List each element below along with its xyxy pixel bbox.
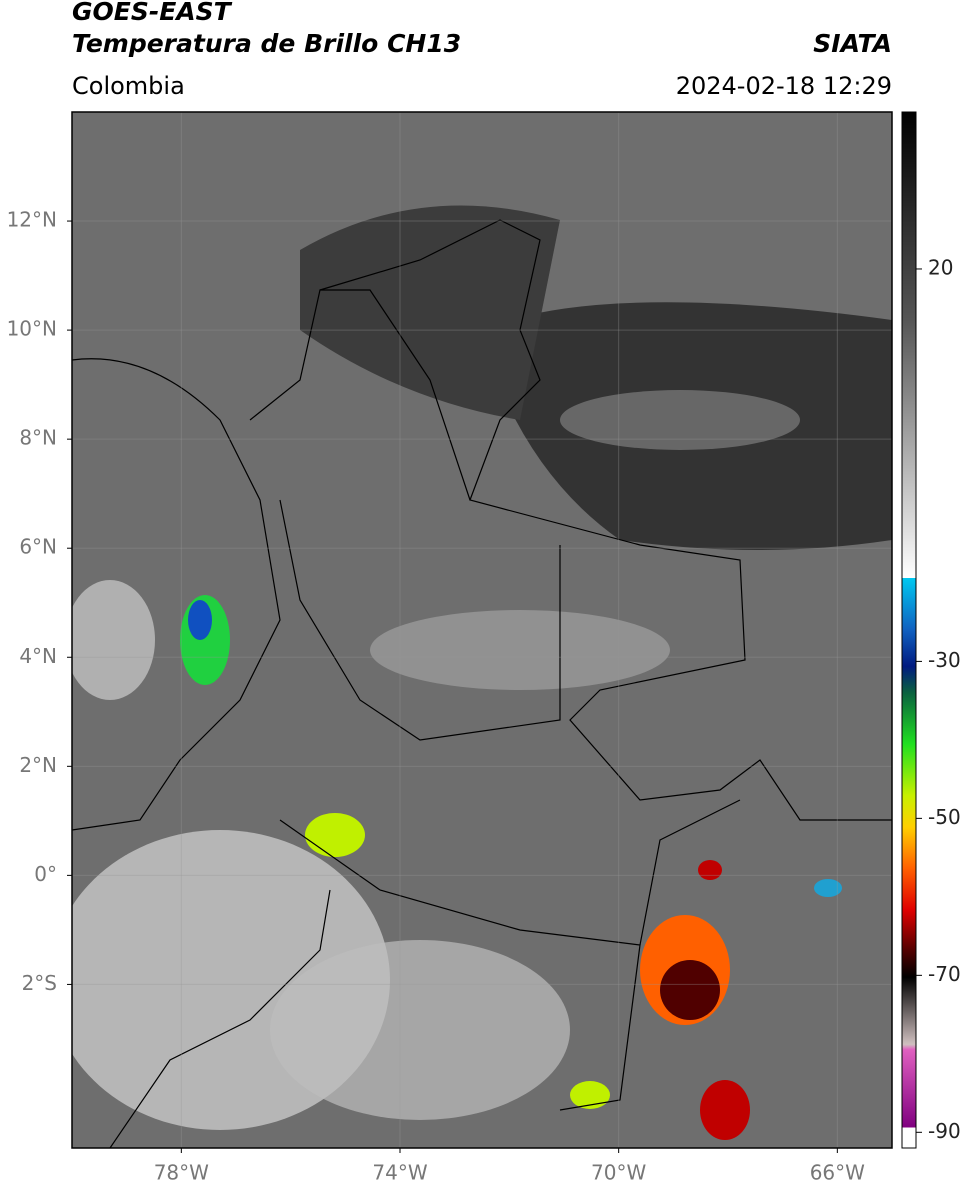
- convective-cell: [660, 960, 720, 1020]
- x-tick-label: 66°W: [810, 1161, 865, 1185]
- title: GOES-EAST: [72, 0, 233, 26]
- colorbar: [901, 111, 917, 1149]
- border: [279, 499, 561, 741]
- y-tick-label: 0°: [34, 862, 57, 886]
- convective-cell: [305, 813, 365, 857]
- convective-cell: [698, 860, 722, 880]
- convective-cell: [700, 1080, 750, 1140]
- colorbar-tick-label: -70: [928, 962, 961, 986]
- x-tick-label: 78°W: [154, 1161, 209, 1185]
- bright-cloud: [270, 940, 570, 1120]
- subtitle: Temperatura de Brillo CH13: [72, 29, 461, 58]
- colorbar-tick-label: -50: [928, 805, 961, 829]
- y-tick-label: 2°N: [19, 753, 57, 777]
- colorbar-tick-label: -90: [928, 1119, 961, 1143]
- border: [249, 289, 471, 501]
- x-tick-label: 74°W: [372, 1161, 427, 1185]
- convective-cell: [570, 1081, 610, 1109]
- map-frame: [71, 111, 893, 1149]
- region: Colombia: [72, 72, 185, 100]
- y-tick-label: 4°N: [19, 644, 57, 668]
- cloud: [560, 390, 800, 450]
- y-tick-label: 6°N: [19, 535, 57, 559]
- convective-cell: [814, 879, 842, 897]
- dark-region: [300, 205, 560, 420]
- datetime: 2024-02-18 12:29: [676, 72, 892, 100]
- border: [639, 799, 741, 946]
- border: [279, 819, 641, 1111]
- y-tick-label: 2°S: [22, 971, 57, 995]
- convective-cell: [188, 600, 212, 640]
- x-tick-label: 70°W: [591, 1161, 646, 1185]
- colorbar-tick-label: 20: [928, 255, 953, 279]
- y-tick-label: 12°N: [7, 208, 57, 232]
- coastline: [72, 358, 281, 831]
- colorbar-tick-label: -30: [928, 648, 961, 672]
- source: SIATA: [813, 29, 892, 58]
- y-tick-label: 10°N: [7, 317, 57, 341]
- y-tick-label: 8°N: [19, 426, 57, 450]
- bright-cloud: [72, 580, 155, 700]
- map-imagery: [72, 112, 892, 1148]
- border: [319, 219, 892, 821]
- border: [109, 889, 331, 1148]
- grid: [72, 112, 892, 1148]
- bright-cloud: [370, 610, 670, 690]
